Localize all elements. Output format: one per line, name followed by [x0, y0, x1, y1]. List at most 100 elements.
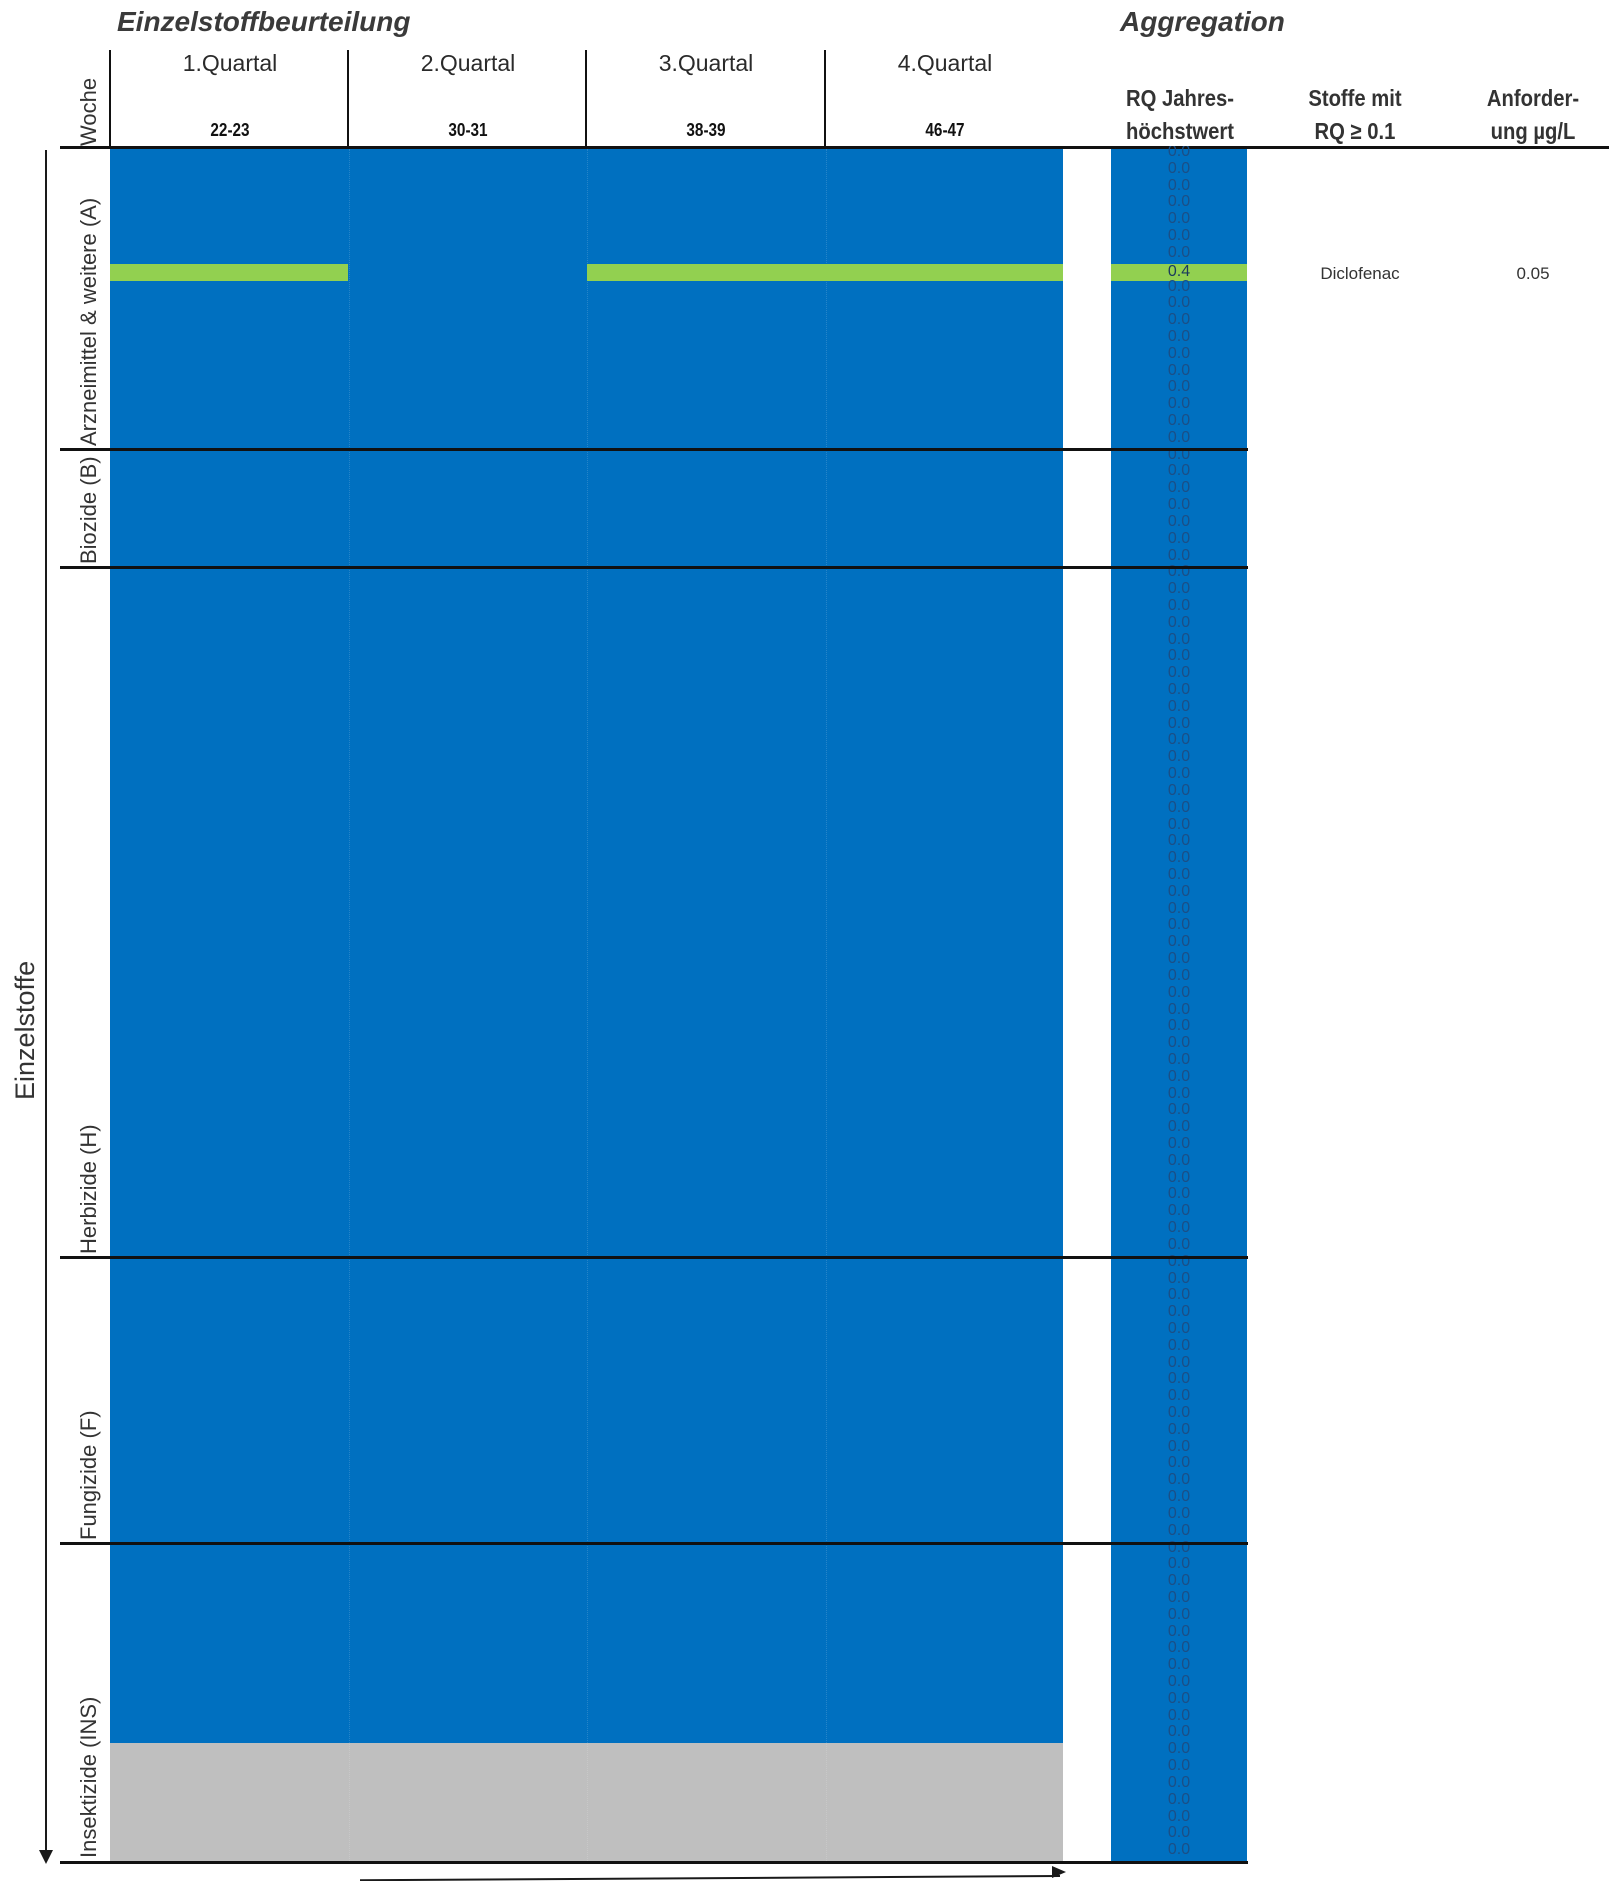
- rq-value: 0.0: [1167, 1471, 1191, 1489]
- left-title: Einzelstoffbeurteilung: [117, 6, 411, 37]
- group-separator-b-h: [60, 566, 1248, 569]
- grid-divider-1: [349, 149, 350, 1861]
- agg-header-rq: RQ Jahres- höchstwert: [1118, 82, 1241, 148]
- y-axis-arrow-line: [45, 150, 47, 1850]
- rq-value: 0.0: [1167, 630, 1191, 648]
- group-label-f: Fungizide (F): [76, 1410, 101, 1540]
- rq-value: 0.0: [1167, 1404, 1191, 1422]
- rq-value: 0.0: [1167, 1387, 1191, 1405]
- agg-header-anforderung-line1: Anforder-: [1486, 85, 1580, 111]
- rq-value: 0.0: [1167, 1017, 1191, 1035]
- rq-value-highlight: 0.4: [1167, 263, 1191, 280]
- rq-value: 0.0: [1167, 529, 1191, 547]
- rq-value: 0.0: [1167, 798, 1191, 816]
- rq-value: 0.0: [1167, 899, 1191, 917]
- rq-value: 0.0: [1167, 1572, 1191, 1590]
- rq-value: 0.0: [1167, 277, 1191, 295]
- agg-header-rq-line2: höchstwert: [1126, 118, 1234, 144]
- week-axis-label: Woche: [76, 77, 101, 146]
- rq-values: 0.0 0.0 0.0 0.0 0.0 0.0 0.0 0.4 0.0 0.0 0.0 0.0 0.0 0…: [1111, 146, 1247, 1861]
- rq-value: 0.0: [1167, 146, 1191, 160]
- rq-value: 0.0: [1167, 1757, 1191, 1775]
- quarter-label-4: 4.Quartal: [897, 50, 993, 76]
- rq-value: 0.0: [1167, 395, 1191, 413]
- rq-value: 0.0: [1167, 580, 1191, 598]
- rq-value: 0.0: [1167, 1319, 1191, 1337]
- rq-value: 0.0: [1167, 512, 1191, 530]
- rq-value: 0.0: [1167, 1118, 1191, 1136]
- rq-value: 0.0: [1167, 294, 1191, 312]
- rq-value: 0.0: [1167, 1504, 1191, 1522]
- rq-value: 0.0: [1167, 966, 1191, 984]
- header-separator-3: [824, 50, 826, 148]
- rq-value: 0.0: [1167, 1303, 1191, 1321]
- rq-value: 0.0: [1167, 1790, 1191, 1808]
- x-axis-arrow-line: [360, 1875, 1061, 1881]
- rq-value: 0.0: [1167, 714, 1191, 732]
- week-label-2: 30-31: [448, 120, 488, 140]
- quarter-label-3: 3.Quartal: [658, 50, 754, 76]
- rq-value: 0.0: [1167, 159, 1191, 177]
- rq-value: 0.0: [1167, 1841, 1191, 1859]
- rq-value: 0.0: [1167, 1773, 1191, 1791]
- rq-value: 0.0: [1167, 428, 1191, 446]
- rq-value: 0.0: [1167, 1656, 1191, 1674]
- rq-value: 0.0: [1167, 832, 1191, 850]
- rq-value: 0.0: [1167, 327, 1191, 345]
- rq-value: 0.0: [1167, 1067, 1191, 1085]
- bottom-rule: [60, 1861, 1248, 1864]
- rq-value: 0.0: [1167, 1235, 1191, 1253]
- rq-value: 0.0: [1167, 1488, 1191, 1506]
- quarter-label-2: 2.Quartal: [420, 50, 516, 76]
- header-rule: [60, 146, 1609, 149]
- rq-value: 0.0: [1167, 1135, 1191, 1152]
- rq-value: 0.0: [1167, 210, 1191, 228]
- group-label-h: Herbizide (H): [76, 1124, 101, 1254]
- rq-value: 0.0: [1167, 1269, 1191, 1287]
- rq-value: 0.0: [1167, 1723, 1191, 1741]
- rq-value: 0.0: [1167, 1370, 1191, 1388]
- rq-value: 0.0: [1167, 1202, 1191, 1220]
- rq-value: 0.0: [1167, 311, 1191, 329]
- grid-divider-2: [587, 149, 588, 1861]
- rq-value: 0.0: [1167, 1336, 1191, 1354]
- rq-value: 0.0: [1167, 697, 1191, 715]
- rq-value: 0.0: [1167, 496, 1191, 514]
- rq-value: 0.0: [1167, 1000, 1191, 1018]
- rq-value: 0.0: [1167, 1185, 1191, 1203]
- week-label-3: 38-39: [686, 120, 726, 140]
- quarter-label-1: 1.Quartal: [182, 50, 278, 76]
- rq-value: 0.0: [1167, 361, 1191, 379]
- rq-value: 0.0: [1167, 647, 1191, 665]
- rq-value: 0.0: [1167, 1034, 1191, 1052]
- header-separator-2: [585, 50, 587, 148]
- rq-value: 0.0: [1167, 1353, 1191, 1371]
- rq-value: 0.0: [1167, 1151, 1191, 1169]
- rq-value: 0.0: [1167, 1168, 1191, 1186]
- rq-value: 0.0: [1167, 176, 1191, 194]
- agg-header-rq-line1: RQ Jahres-: [1126, 85, 1234, 111]
- rq-value: 0.0: [1167, 1437, 1191, 1455]
- diclofenac-cell-q3: [587, 264, 826, 281]
- diclofenac-cell-q4: [826, 264, 1063, 281]
- rq-value: 0.0: [1167, 613, 1191, 631]
- requirement-diclofenac: 0.05: [1516, 264, 1550, 283]
- group-label-a: Arzneimittel & weitere (A): [76, 197, 101, 446]
- rq-column: [1111, 149, 1247, 1861]
- agg-header-stoffe-line1: Stoffe mit: [1308, 85, 1402, 111]
- rq-value: 0.0: [1167, 681, 1191, 699]
- group-label-b: Biozide (B): [76, 456, 101, 564]
- heatmap-grid: [110, 149, 1063, 1743]
- header-separator-0: [109, 50, 111, 148]
- rq-value: 0.0: [1167, 1824, 1191, 1842]
- rq-value: 0.0: [1167, 1605, 1191, 1623]
- x-axis-arrow-head: [1052, 1866, 1066, 1878]
- rq-value: 0.0: [1167, 882, 1191, 900]
- rq-value: 0.0: [1167, 412, 1191, 430]
- rq-value: 0.0: [1167, 1420, 1191, 1438]
- rq-value: 0.0: [1167, 344, 1191, 362]
- rq-value: 0.0: [1167, 1286, 1191, 1304]
- rq-value: 0.0: [1167, 546, 1191, 564]
- rq-value: 0.0: [1167, 243, 1191, 261]
- rq-value: 0.0: [1167, 781, 1191, 799]
